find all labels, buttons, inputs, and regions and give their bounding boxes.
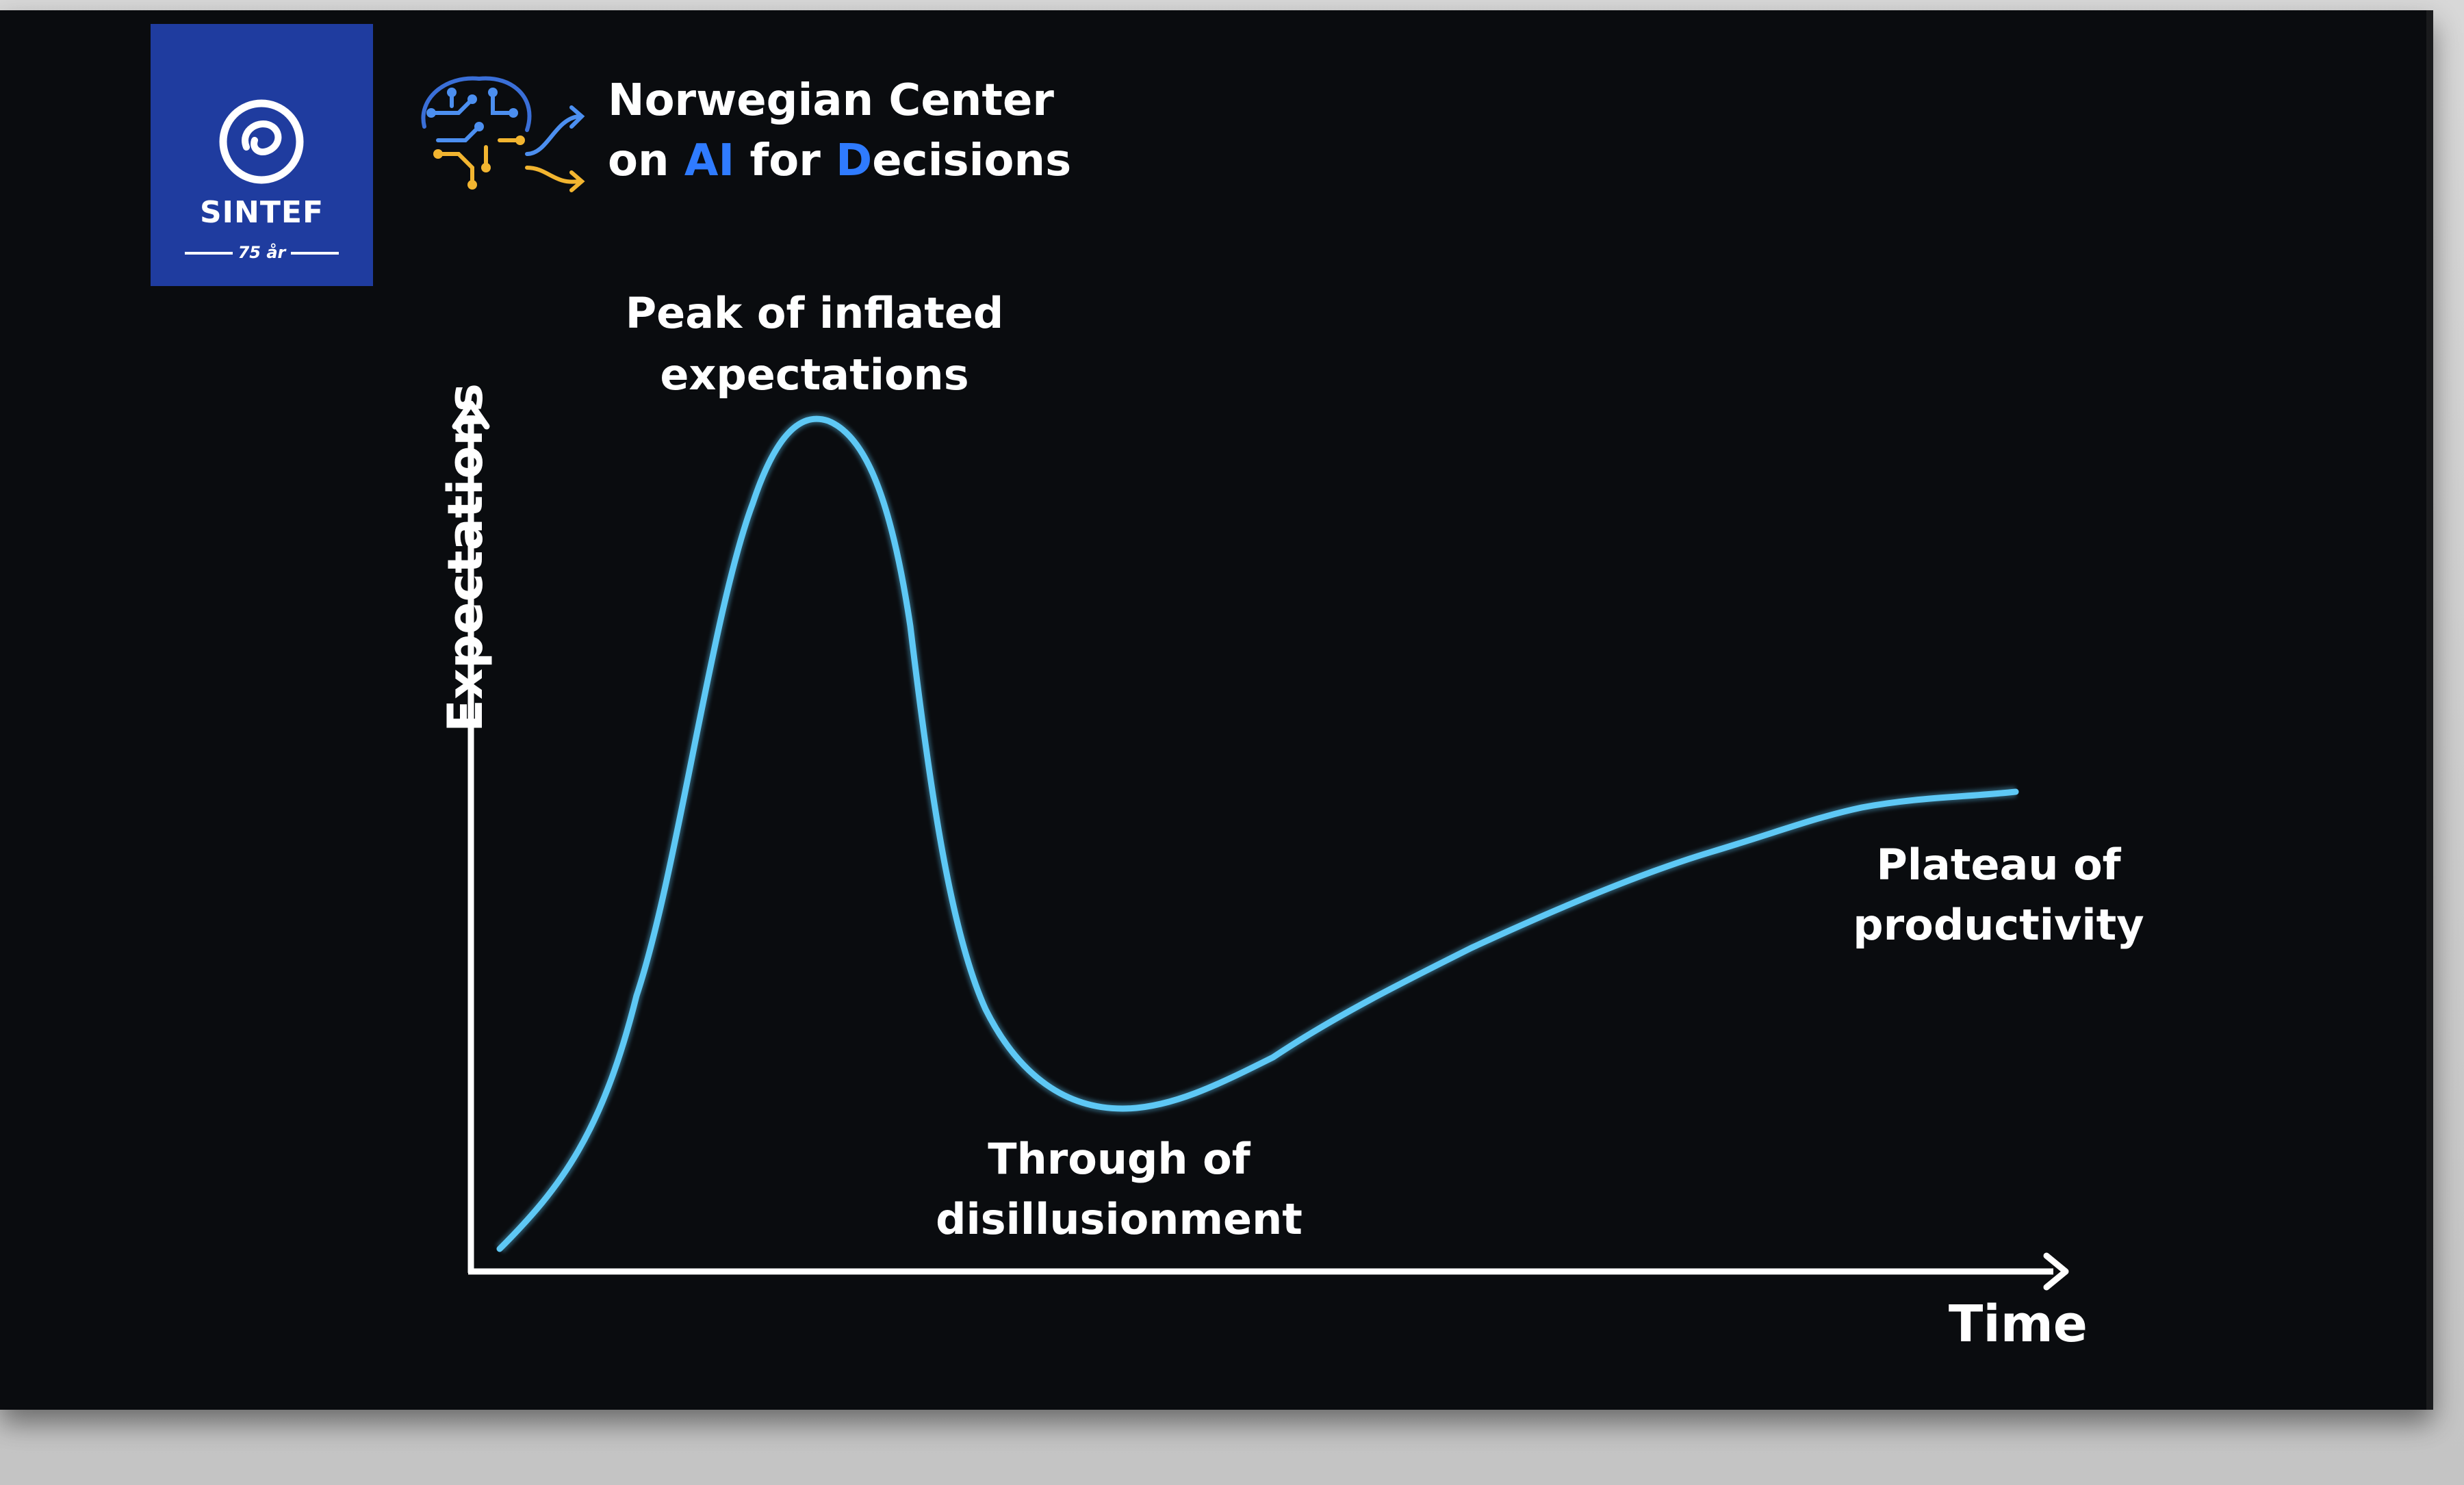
trough-label: Through of disillusionment (936, 1134, 1302, 1244)
tag-divider-right (291, 252, 339, 255)
plateau-label: Plateau of productivity (1853, 840, 2144, 950)
peak-label: Peak of inflated expectations (625, 288, 1004, 400)
hype-cycle-diagram (452, 400, 2069, 1291)
x-axis-label: Time (1948, 1295, 2088, 1354)
sintef-emblem-icon (219, 99, 304, 184)
x-axis-arrowhead (2043, 1252, 2069, 1291)
sintef-logo: SINTEF 75 år (151, 24, 373, 286)
center-title-line2: on AI for Decisions (608, 135, 1072, 186)
y-axis-arrowhead (452, 400, 490, 430)
tag-text: 75 år (238, 243, 286, 262)
center-title-line1: Norwegian Center (608, 75, 1054, 126)
presentation-screen: SINTEF 75 år Norwegian Center on AI for … (0, 10, 2433, 1410)
brain-circuit-icon (421, 76, 585, 192)
sintef-anniversary-tag: 75 år (151, 243, 373, 262)
tag-divider-left (184, 252, 233, 255)
center-title: Norwegian Center on AI for Decisions (608, 70, 1071, 191)
sintef-wordmark: SINTEF (199, 195, 324, 230)
hype-curve (496, 415, 2019, 1252)
hype-curve-glow (496, 413, 2016, 1253)
screen-bezel (2426, 10, 2433, 1410)
y-axis-label: Expectations (437, 383, 493, 732)
